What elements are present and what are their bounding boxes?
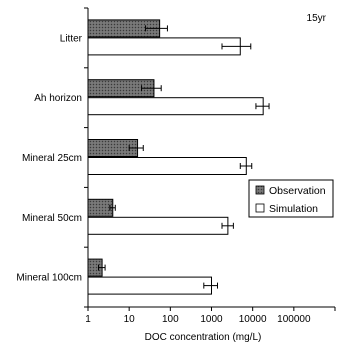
category-label: Mineral 25cm: [22, 153, 82, 164]
category-label: Ah horizon: [34, 93, 82, 104]
bar-observation: [87, 198, 114, 217]
category-axis: Litter Ah horizon Mineral 25cm Mineral 50cm…: [16, 7, 89, 308]
x-tick-label: 100000: [277, 314, 311, 325]
x-tick-label: 10000: [239, 314, 267, 325]
bar-simulation: [87, 276, 212, 295]
x-tick-label: 10: [124, 314, 136, 325]
chart-annotation: 15yr: [307, 13, 327, 24]
x-tick-label: 1: [85, 314, 91, 325]
bar-simulation: [87, 157, 247, 175]
x-axis: 1 10 100 1000 10000 100000: [85, 306, 336, 325]
x-axis-title: DOC concentration (mg/L): [145, 332, 262, 343]
legend-label-observation: Observation: [269, 185, 326, 197]
bars-layer: [87, 19, 270, 295]
legend-label-simulation: Simulation: [269, 203, 318, 215]
legend-swatch-simulation: [255, 203, 265, 213]
x-tick-label: 100: [162, 314, 179, 325]
category-label: Litter: [60, 33, 83, 44]
bar-simulation: [87, 37, 241, 56]
x-tick-label: 1000: [200, 314, 223, 325]
category-label: Mineral 50cm: [22, 213, 82, 224]
bar-simulation: [87, 97, 264, 116]
category-label: Mineral 100cm: [16, 273, 82, 284]
legend: Observation Simulation: [248, 179, 334, 218]
bar-simulation: [87, 216, 229, 235]
legend-swatch-observation: [255, 185, 265, 195]
